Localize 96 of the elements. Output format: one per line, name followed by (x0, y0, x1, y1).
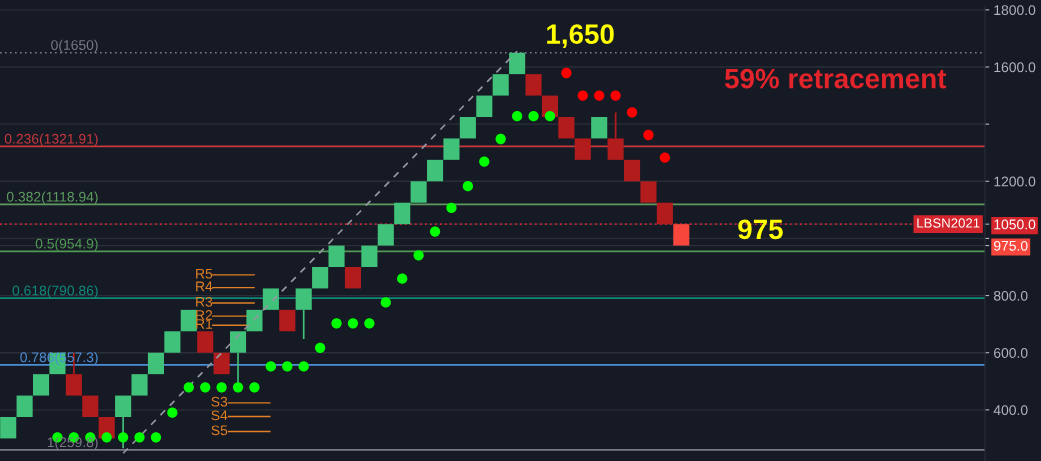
point (347, 318, 359, 329)
point (610, 90, 621, 101)
candlestick (115, 395, 132, 449)
candlestick (640, 181, 657, 203)
point (101, 432, 112, 443)
point (150, 432, 162, 443)
candlestick (262, 288, 279, 310)
point (232, 382, 244, 393)
point (429, 226, 441, 237)
y-tick-label: 800.0 (993, 290, 1028, 301)
point (397, 273, 408, 284)
point (117, 432, 129, 443)
candlestick (377, 224, 394, 246)
candlestick (492, 74, 509, 96)
y-tick-label: 600.0 (994, 348, 1028, 358)
y-tick-label: 1050.0 (994, 219, 1036, 230)
point (331, 318, 342, 329)
candlestick (591, 117, 608, 139)
annotation: R5 (196, 268, 213, 279)
candlestick (673, 224, 690, 246)
candlestick (394, 202, 411, 225)
ref-line-label: 0.5(954.9) (35, 238, 98, 252)
candlestick (410, 181, 427, 203)
candlestick (16, 395, 33, 417)
candlestick (361, 245, 378, 267)
ref-line-label: LBSN2021 (917, 218, 980, 228)
candlestick (624, 159, 641, 182)
ref-line-label: 0.382(1118.94) (6, 191, 98, 205)
annotation: 59% retracement (724, 68, 947, 89)
point (249, 382, 260, 393)
point (544, 110, 556, 122)
candlestick (459, 117, 476, 139)
annotation: S5 (211, 425, 228, 436)
candlestick (82, 395, 99, 417)
annotation: R3 (196, 296, 213, 307)
candlestick (344, 267, 361, 289)
candlestick (443, 138, 460, 160)
point (282, 361, 293, 372)
point (298, 361, 309, 372)
point (643, 129, 654, 141)
point (577, 90, 588, 101)
point (495, 133, 506, 145)
candlestick (0, 417, 17, 439)
point (134, 432, 145, 443)
y-tick-label: 975.0 (993, 240, 1028, 251)
point (479, 156, 490, 167)
ref-line-label: 0.236(1321.91) (4, 133, 98, 147)
point (413, 250, 424, 261)
candlestick (607, 111, 624, 160)
candlestick (213, 352, 230, 375)
point (364, 318, 375, 329)
candlestick (197, 331, 214, 353)
ref-line-label: 0(1650) (51, 39, 98, 53)
point (528, 110, 539, 122)
candlestick (33, 374, 50, 396)
point (183, 382, 194, 393)
candlestick (147, 352, 164, 375)
annotation: 1,650 (547, 24, 614, 48)
candlestick (558, 117, 575, 139)
y-tick-label: 1800.0 (994, 5, 1036, 16)
candlestick (312, 267, 329, 289)
point (216, 382, 227, 393)
candlestick (427, 159, 444, 182)
annotation: R4 (196, 281, 213, 292)
candlestick (131, 374, 148, 396)
y-tick-label: 400.0 (993, 405, 1028, 416)
point (167, 407, 178, 418)
point (626, 107, 638, 118)
candlestick (509, 52, 526, 75)
y-tick-label: 1200.0 (994, 176, 1036, 187)
point (265, 361, 277, 372)
candlestick (295, 288, 312, 340)
point (561, 67, 572, 79)
candlestick (525, 74, 542, 96)
ref-line-label: 1(259.8) (47, 436, 98, 450)
candlestick (476, 95, 493, 117)
point (659, 152, 671, 163)
y-tick-label: 1600.0 (994, 62, 1036, 73)
candlestick (246, 309, 263, 332)
point (511, 110, 523, 122)
candlestick (574, 138, 591, 160)
point (380, 297, 391, 308)
ref-line-label: 0.618(790.86) (12, 285, 98, 299)
point (594, 90, 605, 101)
point (314, 342, 326, 354)
point (446, 202, 457, 214)
candlestick (328, 245, 345, 267)
point (200, 382, 211, 393)
point (462, 180, 474, 192)
annotation: S3 (211, 396, 228, 407)
candlestick (164, 331, 181, 353)
candlestick (279, 309, 296, 332)
candlestick (180, 309, 197, 332)
annotation: S4 (211, 410, 228, 421)
candlestick (656, 202, 673, 225)
annotation: 975 (738, 219, 783, 240)
